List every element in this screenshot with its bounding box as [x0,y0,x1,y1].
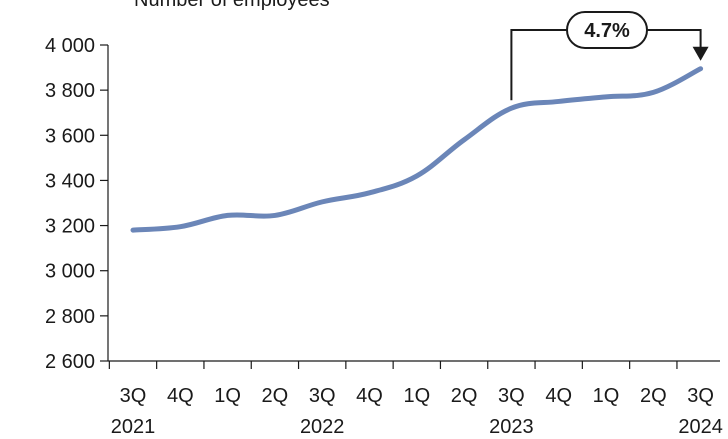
chart-subtitle: Number of employees [134,0,330,11]
annotation-label: 4.7% [584,20,630,42]
y-tick-label: 4 000 [45,35,95,57]
y-tick-label: 2 800 [45,306,95,328]
x-tick-label: 3Q [309,385,336,407]
y-tick-label: 3 800 [45,80,95,102]
x-tick-label: 1Q [214,385,241,407]
annotation-arrowhead [692,46,709,61]
x-tick-label: 4Q [545,385,572,407]
series-line [130,66,704,233]
x-tick-label: 2Q [451,385,478,407]
x-tick-label: 3Q [498,385,525,407]
x-tick-label: 3Q [120,385,147,407]
y-tick-label: 3 000 [45,261,95,283]
x-tick-label: 1Q [403,385,430,407]
x-tick-label: 2Q [262,385,289,407]
x-tick-label: 1Q [593,385,620,407]
axes: 2 600 2 800 3 000 3 200 3 400 3 600 3 800 4 000… [45,35,723,438]
x-tick-label: 4Q [356,385,383,407]
annotation-badge [566,11,648,49]
x-tick-label: 3Q [687,385,714,407]
annotation-layer: 4.7% [510,11,709,101]
y-tick-label: 2 600 [45,351,95,373]
year-label: 2024 [678,416,723,438]
year-label: 2023 [489,416,534,438]
x-tick-label: 2Q [640,385,667,407]
x-tick-label: 4Q [167,385,194,407]
year-label: 2021 [111,416,156,438]
y-tick-label: 3 200 [45,216,95,238]
y-tick-label: 3 400 [45,170,95,192]
series-layer [130,66,704,233]
y-tick-label: 3 600 [45,125,95,147]
year-label: 2022 [300,416,345,438]
